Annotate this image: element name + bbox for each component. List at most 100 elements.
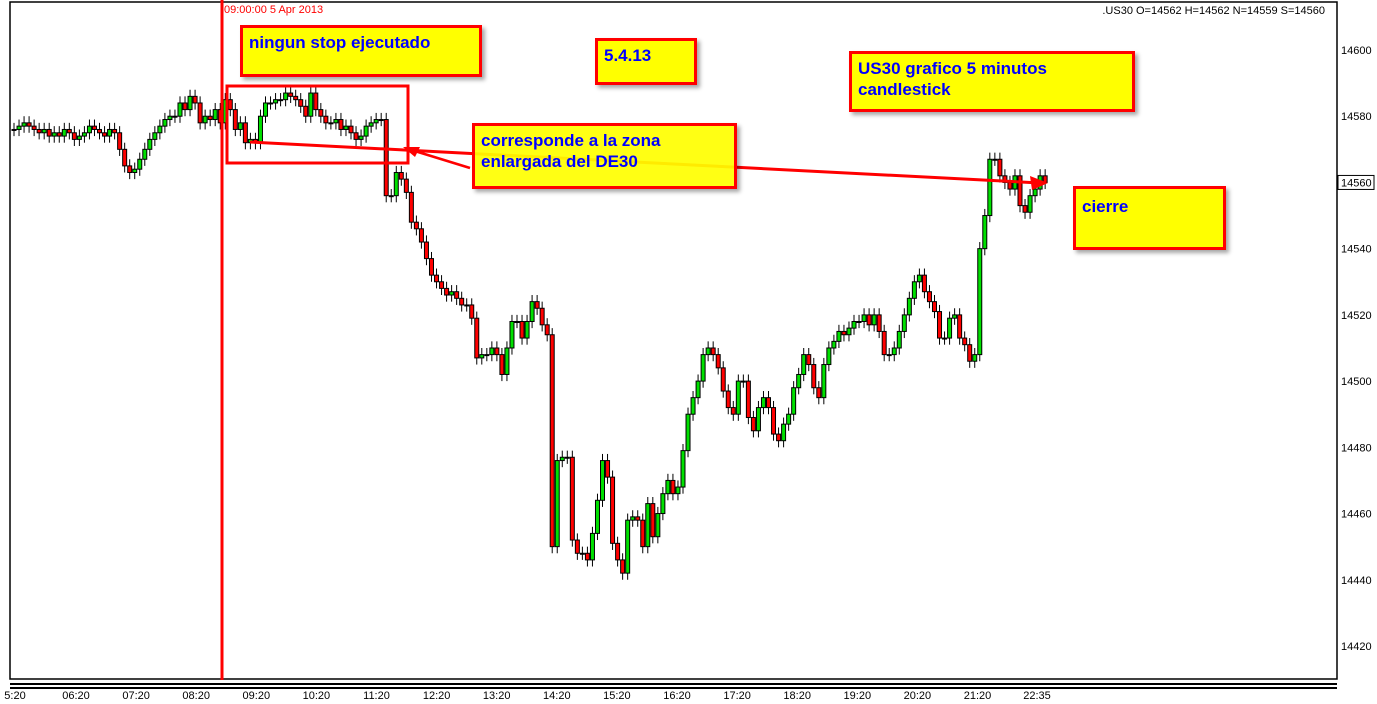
candle-body: [464, 304, 470, 307]
candle: [117, 126, 123, 156]
candle-body: [896, 330, 902, 349]
candle: [776, 427, 782, 448]
y-axis: 14600 14580 14540 14520 14500 14480 14460 14440…: [1337, 45, 1375, 653]
candle: [937, 304, 943, 345]
note-zone[interactable]: corresponde a la zona enlargada del DE30: [472, 123, 737, 189]
candle-body: [786, 413, 792, 425]
candle: [11, 122, 17, 137]
candle-body: [549, 334, 555, 548]
candle-body: [871, 314, 877, 326]
candle: [630, 510, 636, 527]
candle: [625, 513, 631, 580]
candle: [263, 96, 268, 123]
note-date[interactable]: 5.4.13: [595, 38, 697, 85]
candle: [242, 116, 248, 150]
candle: [896, 324, 902, 355]
candle-body: [600, 460, 606, 501]
candle: [464, 298, 470, 312]
candle-body: [227, 99, 233, 111]
candle-body: [122, 148, 128, 167]
y-tick-label: 14500: [1341, 376, 1372, 388]
x-tick-label: 13:20: [483, 690, 511, 702]
candle: [127, 159, 133, 180]
candle: [167, 109, 173, 127]
candle-body: [569, 456, 575, 541]
candle: [494, 341, 500, 362]
candle: [202, 109, 208, 130]
candle: [157, 119, 163, 140]
candle-body: [906, 297, 912, 316]
candle-body: [821, 364, 827, 399]
note-close[interactable]: cierre: [1073, 186, 1226, 250]
candle-body: [705, 347, 711, 356]
candle-body: [811, 364, 817, 389]
candle: [237, 116, 243, 137]
candle: [152, 126, 158, 147]
candle: [740, 374, 746, 388]
candle-body: [303, 105, 309, 117]
candle-body: [434, 274, 440, 283]
candle: [816, 381, 822, 405]
candle-body: [650, 503, 656, 538]
candle-body: [801, 354, 807, 375]
candle: [368, 116, 374, 133]
candle-body: [957, 314, 963, 339]
candle: [293, 89, 299, 107]
candle-body: [293, 95, 299, 101]
candle: [730, 400, 736, 421]
candle-body: [61, 128, 67, 137]
zone-rectangle[interactable]: [225, 84, 410, 165]
candle: [569, 450, 575, 547]
candle-body: [76, 135, 82, 140]
candle: [766, 391, 771, 415]
candle: [318, 102, 324, 123]
note-no-stop[interactable]: ningun stop ejecutado: [240, 25, 482, 77]
candle: [459, 291, 465, 312]
candle: [524, 314, 530, 345]
candle: [36, 122, 42, 140]
candle: [584, 546, 590, 567]
candle: [846, 321, 852, 342]
candle: [594, 493, 600, 541]
candle-body: [172, 115, 178, 118]
candle: [650, 496, 656, 544]
candle-body: [816, 387, 822, 399]
candle: [715, 347, 721, 375]
candle-body: [635, 516, 641, 521]
candle-body: [127, 165, 133, 174]
candle: [695, 374, 701, 405]
note-title[interactable]: US30 grafico 5 minutos candlestick: [849, 51, 1135, 112]
candle: [439, 275, 445, 296]
candle-body: [992, 158, 998, 161]
candle: [16, 119, 22, 137]
candle-body: [645, 503, 651, 548]
candle: [952, 308, 958, 325]
candle: [745, 374, 751, 425]
candle: [891, 341, 897, 362]
candle: [31, 119, 37, 137]
candle-body: [685, 413, 691, 452]
candle-body: [474, 317, 480, 359]
candle-body: [41, 128, 47, 134]
candle-body: [781, 423, 787, 442]
candle-body: [730, 407, 736, 415]
candle: [806, 347, 812, 372]
candle-body: [46, 128, 52, 137]
candle: [881, 324, 887, 362]
candle: [388, 189, 394, 203]
candle: [348, 119, 354, 140]
candle-body: [937, 311, 943, 339]
candle-body: [942, 337, 948, 340]
arrowhead-icon: [1030, 176, 1048, 190]
candle: [207, 109, 213, 127]
candle: [645, 496, 651, 554]
candle: [26, 116, 32, 133]
candle-body: [338, 119, 344, 130]
candle-body: [720, 367, 726, 392]
candle: [353, 126, 359, 147]
candle: [283, 86, 289, 107]
candle: [559, 450, 565, 468]
candle: [866, 308, 872, 332]
candle-body: [740, 380, 746, 383]
candle-body: [625, 519, 631, 574]
